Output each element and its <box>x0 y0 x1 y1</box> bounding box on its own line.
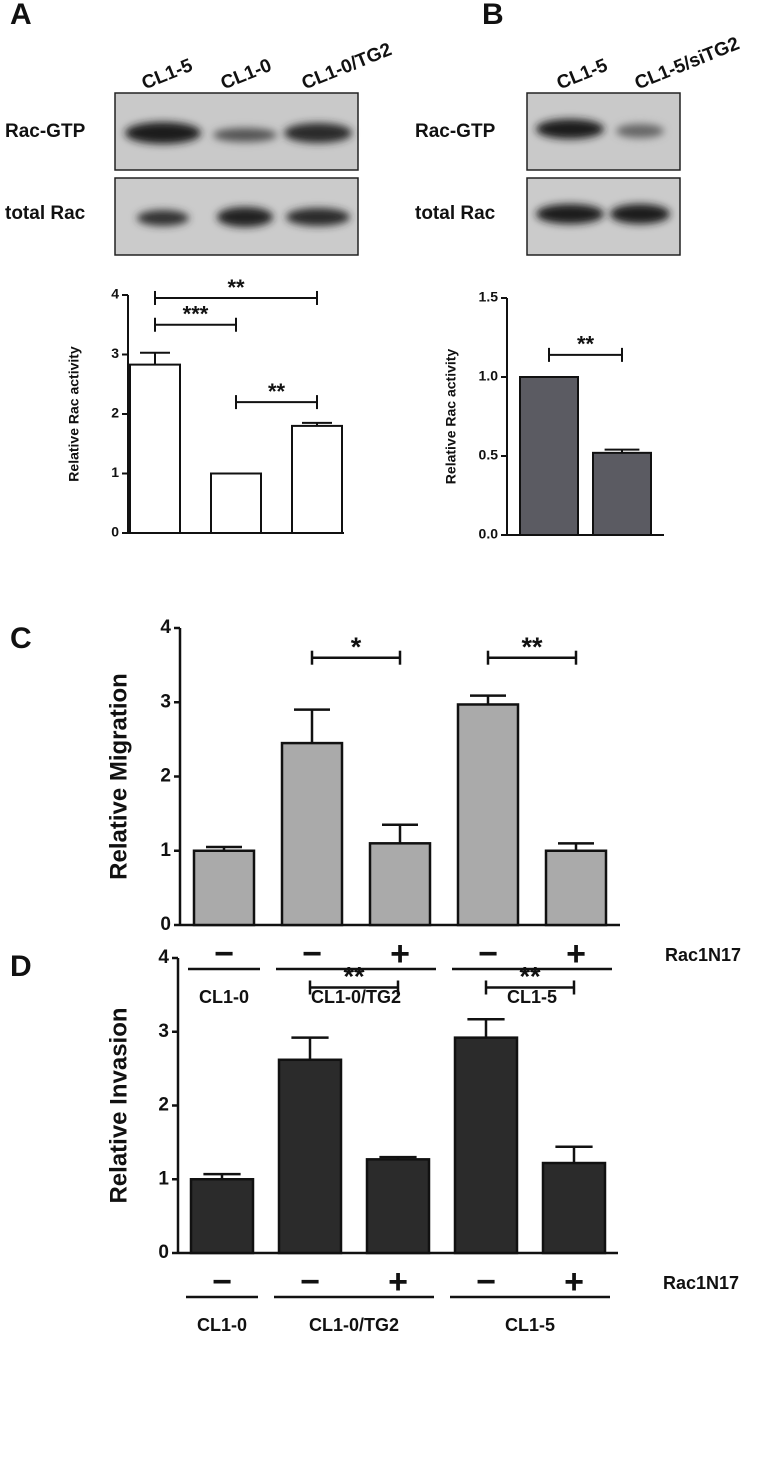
group-label: CL1-0/TG2 <box>309 1315 399 1335</box>
y-tick-label: 1 <box>158 1168 169 1189</box>
y-tick-label: 4 <box>111 286 119 302</box>
bar <box>368 842 432 927</box>
sig-label: ** <box>577 332 595 357</box>
x-tick-label: + <box>390 935 410 973</box>
x-tick-label: − <box>302 935 322 973</box>
group-label: CL1-0/TG2 <box>311 987 401 1007</box>
y-tick-label: 1.5 <box>479 289 499 305</box>
blot <box>114 92 681 256</box>
sig-label: ** <box>268 379 286 404</box>
group-label: CL1-5 <box>507 987 557 1007</box>
x-tick-label: − <box>476 1263 496 1301</box>
panel-label: B <box>482 0 504 31</box>
bar <box>453 1036 519 1255</box>
y-tick-label: 0 <box>111 524 119 540</box>
y-tick-label: 2 <box>160 766 171 787</box>
bar <box>280 741 344 927</box>
sig-label: *** <box>183 302 209 327</box>
bar <box>189 1178 255 1255</box>
y-axis-label: Relative Rac activity <box>443 349 459 485</box>
x-tick-label: + <box>566 935 586 973</box>
sig-label: ** <box>343 962 365 992</box>
sig-label: ** <box>521 632 543 662</box>
y-tick-label: 2 <box>158 1095 169 1116</box>
panel-label: C <box>10 622 32 655</box>
bar <box>519 376 579 536</box>
x-tick-label: − <box>478 935 498 973</box>
bar <box>210 472 262 534</box>
bar <box>129 363 181 534</box>
y-axis-label: Relative Invasion <box>105 1007 132 1203</box>
lane-label: CL1-0/TG2 <box>299 39 395 94</box>
row-label: Rac1N17 <box>665 945 741 965</box>
y-tick-label: 4 <box>160 617 171 638</box>
group-label: CL1-0 <box>199 987 249 1007</box>
bar <box>592 451 652 536</box>
lane-label: CL1-5 <box>139 55 196 94</box>
x-tick-label: + <box>564 1263 584 1301</box>
y-tick-label: 1 <box>160 840 171 861</box>
group-label: CL1-5 <box>505 1315 555 1335</box>
bar <box>544 849 608 927</box>
bar <box>192 849 256 927</box>
bar <box>277 1058 343 1255</box>
y-axis-label: Relative Rac activity <box>66 346 82 482</box>
bar <box>365 1158 431 1255</box>
group-label: CL1-0 <box>197 1315 247 1335</box>
y-tick-label: 1.0 <box>479 368 499 384</box>
y-tick-label: 3 <box>160 691 171 712</box>
x-tick-label: − <box>214 935 234 973</box>
x-tick-label: − <box>300 1263 320 1301</box>
row-label: Rac1N17 <box>663 1273 739 1293</box>
y-tick-label: 3 <box>158 1021 169 1042</box>
panel-label: D <box>10 950 32 983</box>
lane-label: CL1-5/siTG2 <box>632 33 743 94</box>
y-tick-label: 0.0 <box>479 526 499 542</box>
y-tick-label: 0 <box>158 1242 169 1263</box>
y-tick-label: 0 <box>160 914 171 935</box>
sig-label: ** <box>519 962 541 992</box>
bar <box>541 1161 607 1255</box>
lane-label: CL1-5 <box>554 55 611 94</box>
bar <box>291 424 343 534</box>
sig-label: ** <box>227 275 245 300</box>
y-tick-label: 2 <box>111 405 119 421</box>
x-tick-label: + <box>388 1263 408 1301</box>
sig-label: * <box>351 632 362 662</box>
panel-label: A <box>10 0 32 31</box>
blot-row-label: Rac-GTP <box>415 121 496 142</box>
bar <box>456 703 520 927</box>
y-tick-label: 0.5 <box>479 447 499 463</box>
x-tick-label: − <box>212 1263 232 1301</box>
lane-label: CL1-0 <box>218 55 275 94</box>
y-axis-label: Relative Migration <box>105 673 132 880</box>
blot-row-label: total Rac <box>415 203 496 224</box>
y-tick-label: 3 <box>111 345 119 361</box>
y-tick-label: 4 <box>158 947 169 968</box>
blot-row-label: total Rac <box>5 203 86 224</box>
y-tick-label: 1 <box>111 464 119 480</box>
blot-row-label: Rac-GTP <box>5 121 86 142</box>
